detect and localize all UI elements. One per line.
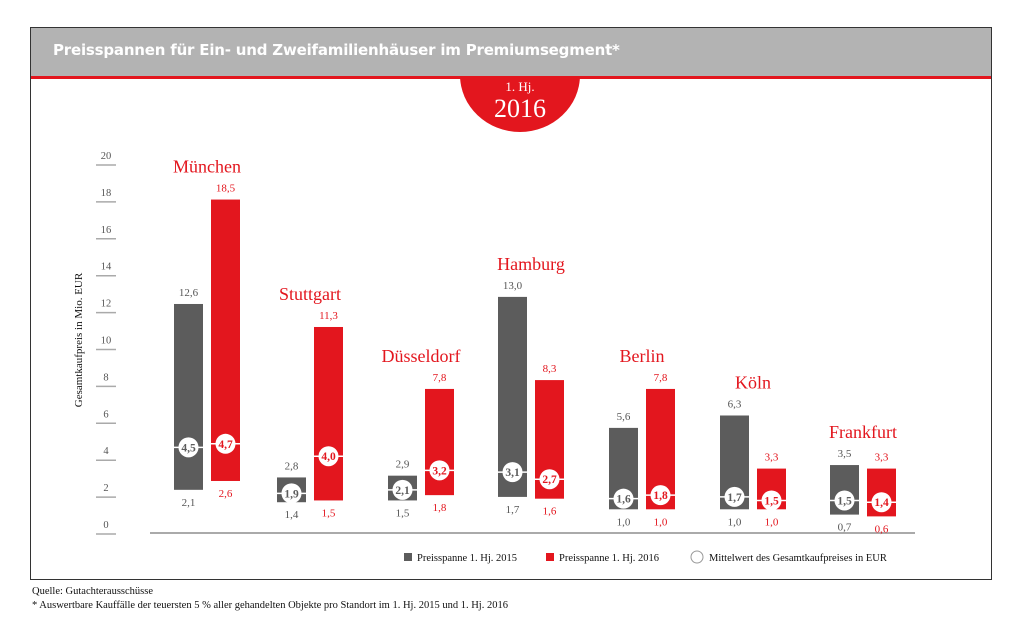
- mean-marker: [613, 488, 634, 509]
- range-bar-2015: [174, 303, 203, 490]
- max-value-label: 12,6: [179, 287, 199, 299]
- mean-value-label: 3,2: [432, 465, 447, 477]
- max-value-label: 5,6: [617, 411, 631, 423]
- max-value-label: 3,3: [765, 452, 779, 464]
- mean-marker: [834, 490, 855, 511]
- y-tick-label: 4: [103, 446, 109, 457]
- city-label: Köln: [735, 372, 771, 392]
- min-value-label: 1,0: [728, 516, 742, 528]
- y-tick-label: 18: [101, 188, 112, 199]
- mean-marker: [539, 469, 560, 490]
- mean-value-label: 1,5: [764, 495, 779, 507]
- mean-marker: [392, 479, 413, 500]
- y-tick-label: 14: [101, 262, 112, 273]
- chart-header: Preisspannen für Ein- und Zweifamilienhä…: [31, 28, 991, 79]
- mean-marker: [281, 483, 302, 504]
- y-tick-label: 8: [103, 372, 108, 383]
- legend-swatch-2015: [404, 553, 412, 561]
- y-tick-label: 10: [101, 336, 112, 347]
- mean-marker: [761, 490, 782, 511]
- city-label: Hamburg: [497, 254, 565, 274]
- city-label: Berlin: [620, 346, 665, 366]
- city-label: Stuttgart: [279, 284, 341, 304]
- max-value-label: 7,8: [654, 372, 668, 384]
- mean-value-label: 1,8: [653, 490, 668, 502]
- y-tick-label: 16: [101, 225, 112, 236]
- legend-mean-icon: [690, 550, 704, 564]
- mean-marker: [724, 486, 745, 507]
- range-bar-2016: [314, 326, 343, 501]
- max-value-label: 2,8: [285, 460, 299, 472]
- mean-value-label: 4,0: [321, 451, 336, 463]
- mean-marker: [318, 446, 339, 467]
- y-tick-label: 0: [103, 520, 108, 531]
- min-value-label: 0,6: [875, 523, 889, 535]
- min-value-label: 2,1: [182, 497, 196, 509]
- y-tick-label: 2: [103, 483, 108, 494]
- mean-value-label: 1,5: [837, 495, 852, 507]
- min-value-label: 1,5: [396, 507, 410, 519]
- mean-marker: [871, 492, 892, 513]
- mean-value-label: 1,9: [284, 488, 299, 500]
- max-value-label: 3,5: [838, 448, 852, 460]
- min-value-label: 1,0: [765, 516, 779, 528]
- max-value-label: 8,3: [543, 363, 557, 375]
- mean-marker: [429, 460, 450, 481]
- mean-marker: [215, 433, 236, 454]
- min-value-label: 1,4: [285, 509, 299, 521]
- mean-value-label: 2,1: [395, 485, 410, 497]
- y-axis-label: Gesamtkaufpreis in Mio. EUR: [73, 272, 85, 407]
- y-tick-label: 20: [101, 151, 112, 162]
- mean-value-label: 3,1: [505, 467, 520, 479]
- min-value-label: 2,6: [219, 488, 233, 500]
- badge-period-label: 1. Hj.: [505, 79, 535, 94]
- max-value-label: 13,0: [503, 280, 523, 292]
- min-value-label: 1,6: [543, 506, 557, 518]
- max-value-label: 7,8: [433, 372, 447, 384]
- mean-marker: [502, 462, 523, 483]
- min-value-label: 0,7: [838, 522, 852, 534]
- max-value-label: 11,3: [319, 310, 338, 322]
- min-value-label: 1,0: [617, 516, 631, 528]
- footnote: * Auswertbare Kauffälle der teuersten 5 …: [32, 600, 508, 611]
- max-value-label: 3,3: [875, 452, 889, 464]
- legend-label-2015: Preisspanne 1. Hj. 2015: [417, 553, 517, 564]
- y-tick-label: 12: [101, 299, 112, 310]
- y-tick-label: 6: [103, 409, 108, 420]
- mean-marker: [650, 485, 671, 506]
- max-value-label: 18,5: [216, 183, 236, 195]
- mean-value-label: 1,7: [727, 492, 742, 504]
- legend-label-mean: Mittelwert des Gesamtkaufpreises in EUR: [709, 553, 887, 564]
- city-label: Düsseldorf: [382, 346, 461, 366]
- min-value-label: 1,8: [433, 502, 447, 514]
- source-note: Quelle: Gutachterausschüsse: [32, 586, 154, 597]
- max-value-label: 2,9: [396, 459, 410, 471]
- legend-swatch-2016: [546, 553, 554, 561]
- city-label: Frankfurt: [829, 422, 897, 442]
- badge-year: 2016: [494, 94, 546, 123]
- mean-marker: [178, 437, 199, 458]
- max-value-label: 6,3: [728, 398, 742, 410]
- city-label: München: [173, 157, 241, 177]
- chart-title: Preisspannen für Ein- und Zweifamilienhä…: [53, 41, 620, 59]
- mean-value-label: 1,6: [616, 494, 631, 506]
- legend-label-2016: Preisspanne 1. Hj. 2016: [559, 553, 659, 564]
- mean-value-label: 4,7: [218, 439, 233, 451]
- mean-value-label: 2,7: [542, 474, 557, 486]
- mean-value-label: 1,4: [874, 497, 889, 509]
- min-value-label: 1,7: [506, 504, 520, 516]
- min-value-label: 1,0: [654, 516, 668, 528]
- min-value-label: 1,5: [322, 507, 336, 519]
- mean-value-label: 4,5: [181, 442, 196, 454]
